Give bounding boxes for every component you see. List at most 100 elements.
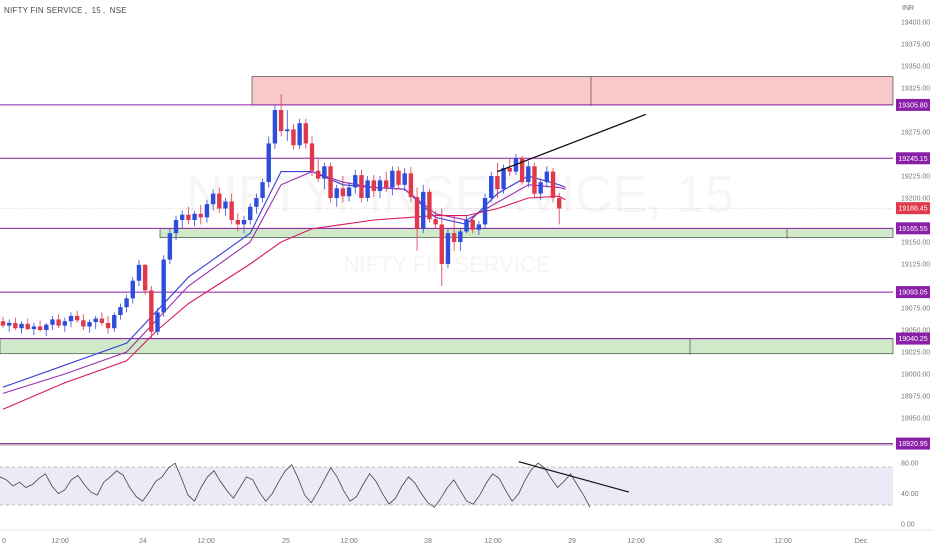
- moving-average-line: [2, 195, 566, 410]
- time-tick-label: 12:00: [340, 538, 358, 545]
- price-level-badge: [896, 222, 930, 235]
- candle: [365, 176, 370, 202]
- candle: [353, 169, 358, 194]
- candle: [44, 322, 49, 337]
- candle: [557, 192, 562, 225]
- price-tick-label: 19375.00: [901, 42, 930, 49]
- candle: [439, 208, 444, 286]
- symbol-header[interactable]: NIFTY FIN SERVICE, 15, NSE: [4, 6, 127, 15]
- candle: [235, 212, 241, 232]
- price-tick-label: 19000.00: [901, 372, 930, 379]
- rsi-line: [0, 462, 591, 508]
- candle-body: [489, 176, 494, 198]
- candle-body: [241, 220, 247, 225]
- drawings-layer[interactable]: [497, 113, 646, 173]
- candle-body: [445, 233, 451, 264]
- candle: [50, 315, 55, 330]
- watermark: NIFTYFINSERVICE, 15 NIFTY FIN SERVICE: [343, 252, 550, 277]
- candle: [99, 312, 105, 326]
- candle-body: [285, 129, 290, 132]
- candle-body: [167, 233, 173, 260]
- candle: [285, 110, 290, 141]
- price-tick-label: 19075.00: [901, 306, 930, 313]
- time-axis[interactable]: 0 12:00 24 12:00 25 12:00 28 12:00 29 12:00 30 12:0…: [0, 529, 932, 545]
- candle: [346, 182, 352, 202]
- candle: [198, 205, 203, 225]
- candle: [476, 220, 482, 235]
- rsi-band: [0, 467, 893, 505]
- trendline: [497, 113, 646, 173]
- candle-body: [99, 318, 105, 323]
- candle-body: [161, 259, 166, 313]
- candle-body: [223, 201, 228, 209]
- candle-body: [87, 322, 92, 327]
- price-tick-label: 19200.00: [901, 196, 930, 203]
- candle-body: [31, 326, 37, 330]
- candle-body: [402, 173, 407, 185]
- candle: [315, 158, 321, 183]
- price-tick-label: 19225.00: [901, 174, 930, 181]
- candle: [81, 314, 86, 330]
- candle: [210, 189, 216, 211]
- candle: [464, 215, 469, 234]
- candle: [87, 319, 92, 333]
- candle-body: [142, 264, 148, 291]
- candle: [297, 118, 302, 149]
- candle-body: [204, 204, 210, 218]
- candle-body: [557, 198, 562, 209]
- candle: [328, 162, 333, 203]
- candle: [167, 228, 173, 264]
- candle-body: [155, 312, 160, 332]
- candle: [458, 227, 463, 251]
- candle-body: [383, 180, 389, 188]
- candle: [340, 176, 346, 203]
- candle: [68, 312, 74, 328]
- price-level-label: 19245.15: [898, 156, 927, 163]
- candle-body: [377, 180, 383, 191]
- candle: [19, 321, 24, 334]
- candle: [322, 162, 327, 190]
- candle-body: [408, 173, 414, 198]
- candle: [538, 178, 543, 200]
- rsi-tick-label: 80.00: [901, 461, 919, 468]
- candle-body: [439, 224, 444, 264]
- candle-body: [105, 322, 111, 329]
- candle: [260, 178, 265, 203]
- candle: [217, 187, 222, 213]
- price-axis[interactable]: 19400.00 19375.00 19350.00 19325.00 19275.00…: [901, 20, 930, 423]
- rsi-tick-label: 40.00: [901, 491, 919, 498]
- price-tick-label: 19025.00: [901, 350, 930, 357]
- candle: [186, 206, 191, 225]
- candle: [112, 312, 117, 332]
- candle-body: [297, 123, 302, 146]
- candle: [544, 166, 550, 188]
- candle-body: [532, 166, 537, 194]
- candle-body: [266, 143, 271, 183]
- candle-body: [192, 213, 197, 220]
- candle: [254, 193, 259, 214]
- candle-body: [353, 175, 358, 188]
- supply-zone: [251, 76, 894, 106]
- candle: [396, 166, 401, 190]
- candle-body: [136, 264, 142, 281]
- candle: [278, 94, 284, 137]
- candle: [470, 217, 475, 234]
- candle-body: [303, 123, 309, 144]
- candle: [421, 184, 426, 234]
- price-level-label: 19040.25: [898, 336, 927, 343]
- price-tick-label: 19350.00: [901, 64, 930, 71]
- candle-body: [272, 110, 278, 144]
- candle: [532, 162, 537, 198]
- candle-body: [464, 220, 469, 232]
- candle: [371, 175, 376, 198]
- price-level-badge: [896, 152, 930, 165]
- price-level-label: 19188.45: [898, 206, 927, 213]
- candle: [31, 322, 37, 336]
- candle: [495, 162, 500, 198]
- candle-body: [544, 171, 550, 183]
- candle-body: [328, 166, 333, 198]
- candle: [303, 118, 309, 149]
- candle: [291, 124, 296, 150]
- candle-body: [482, 198, 488, 225]
